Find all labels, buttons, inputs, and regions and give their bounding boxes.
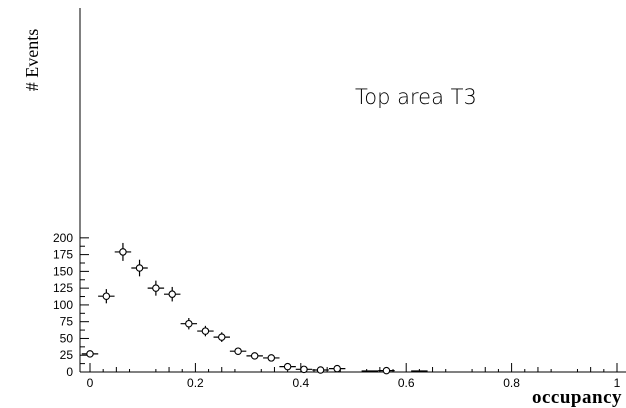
y-tick-label: 75 bbox=[60, 315, 74, 329]
point-marker bbox=[218, 333, 226, 341]
x-tick-label: 0.4 bbox=[292, 376, 309, 390]
x-tick-label: 1 bbox=[614, 376, 621, 390]
data-point bbox=[246, 352, 263, 360]
y-tick-label: 175 bbox=[53, 248, 73, 262]
y-tick-label: 150 bbox=[53, 264, 73, 278]
data-point bbox=[263, 354, 280, 362]
data-point bbox=[213, 332, 230, 342]
data-point bbox=[98, 289, 115, 304]
point-marker bbox=[234, 347, 242, 355]
data-point bbox=[197, 325, 214, 337]
point-marker bbox=[333, 364, 341, 373]
data-point bbox=[295, 365, 313, 374]
point-marker bbox=[267, 354, 276, 362]
data-point bbox=[81, 350, 99, 358]
data-point bbox=[312, 366, 329, 374]
point-marker bbox=[382, 366, 391, 375]
data-points bbox=[81, 242, 395, 375]
point-marker bbox=[316, 366, 325, 374]
point-marker bbox=[201, 327, 210, 335]
y-axis-label: # Events bbox=[22, 29, 42, 92]
y-tick-label: 50 bbox=[60, 331, 74, 345]
y-tick-label: 25 bbox=[60, 348, 74, 362]
point-marker bbox=[168, 290, 176, 298]
data-point bbox=[378, 366, 395, 375]
x-tick-label: 0.6 bbox=[398, 376, 415, 390]
point-marker bbox=[152, 284, 160, 292]
point-marker bbox=[300, 365, 308, 374]
y-tick-label: 100 bbox=[53, 298, 73, 312]
x-axis: 0 0.2 0.4 0.6 0.8 1 bbox=[87, 363, 621, 390]
y-axis: 0 25 50 75 100 125 150 175 200 bbox=[53, 231, 89, 379]
data-point bbox=[229, 347, 247, 355]
data-point bbox=[114, 242, 132, 261]
data-point bbox=[131, 259, 148, 277]
x-tick-label: 0 bbox=[87, 376, 94, 390]
y-tick-label: 200 bbox=[53, 231, 73, 245]
data-point bbox=[328, 364, 346, 373]
x-axis-label: occupancy bbox=[532, 387, 622, 408]
point-marker bbox=[86, 350, 94, 358]
point-marker bbox=[102, 292, 111, 300]
point-marker bbox=[135, 264, 144, 272]
data-point bbox=[147, 280, 165, 296]
x-tick-label: 0.8 bbox=[503, 376, 520, 390]
y-tick-label: 0 bbox=[66, 365, 73, 379]
data-point bbox=[279, 362, 296, 371]
point-marker bbox=[185, 319, 193, 328]
point-marker bbox=[250, 352, 259, 360]
x-tick-label: 0.2 bbox=[187, 376, 204, 390]
data-point bbox=[180, 318, 198, 330]
chart-annotation: Top area T3 bbox=[355, 85, 477, 109]
point-marker bbox=[283, 362, 292, 371]
y-tick-label: 125 bbox=[53, 281, 73, 295]
point-marker bbox=[119, 248, 127, 256]
plot-frame bbox=[79, 8, 626, 373]
data-point bbox=[163, 286, 181, 302]
